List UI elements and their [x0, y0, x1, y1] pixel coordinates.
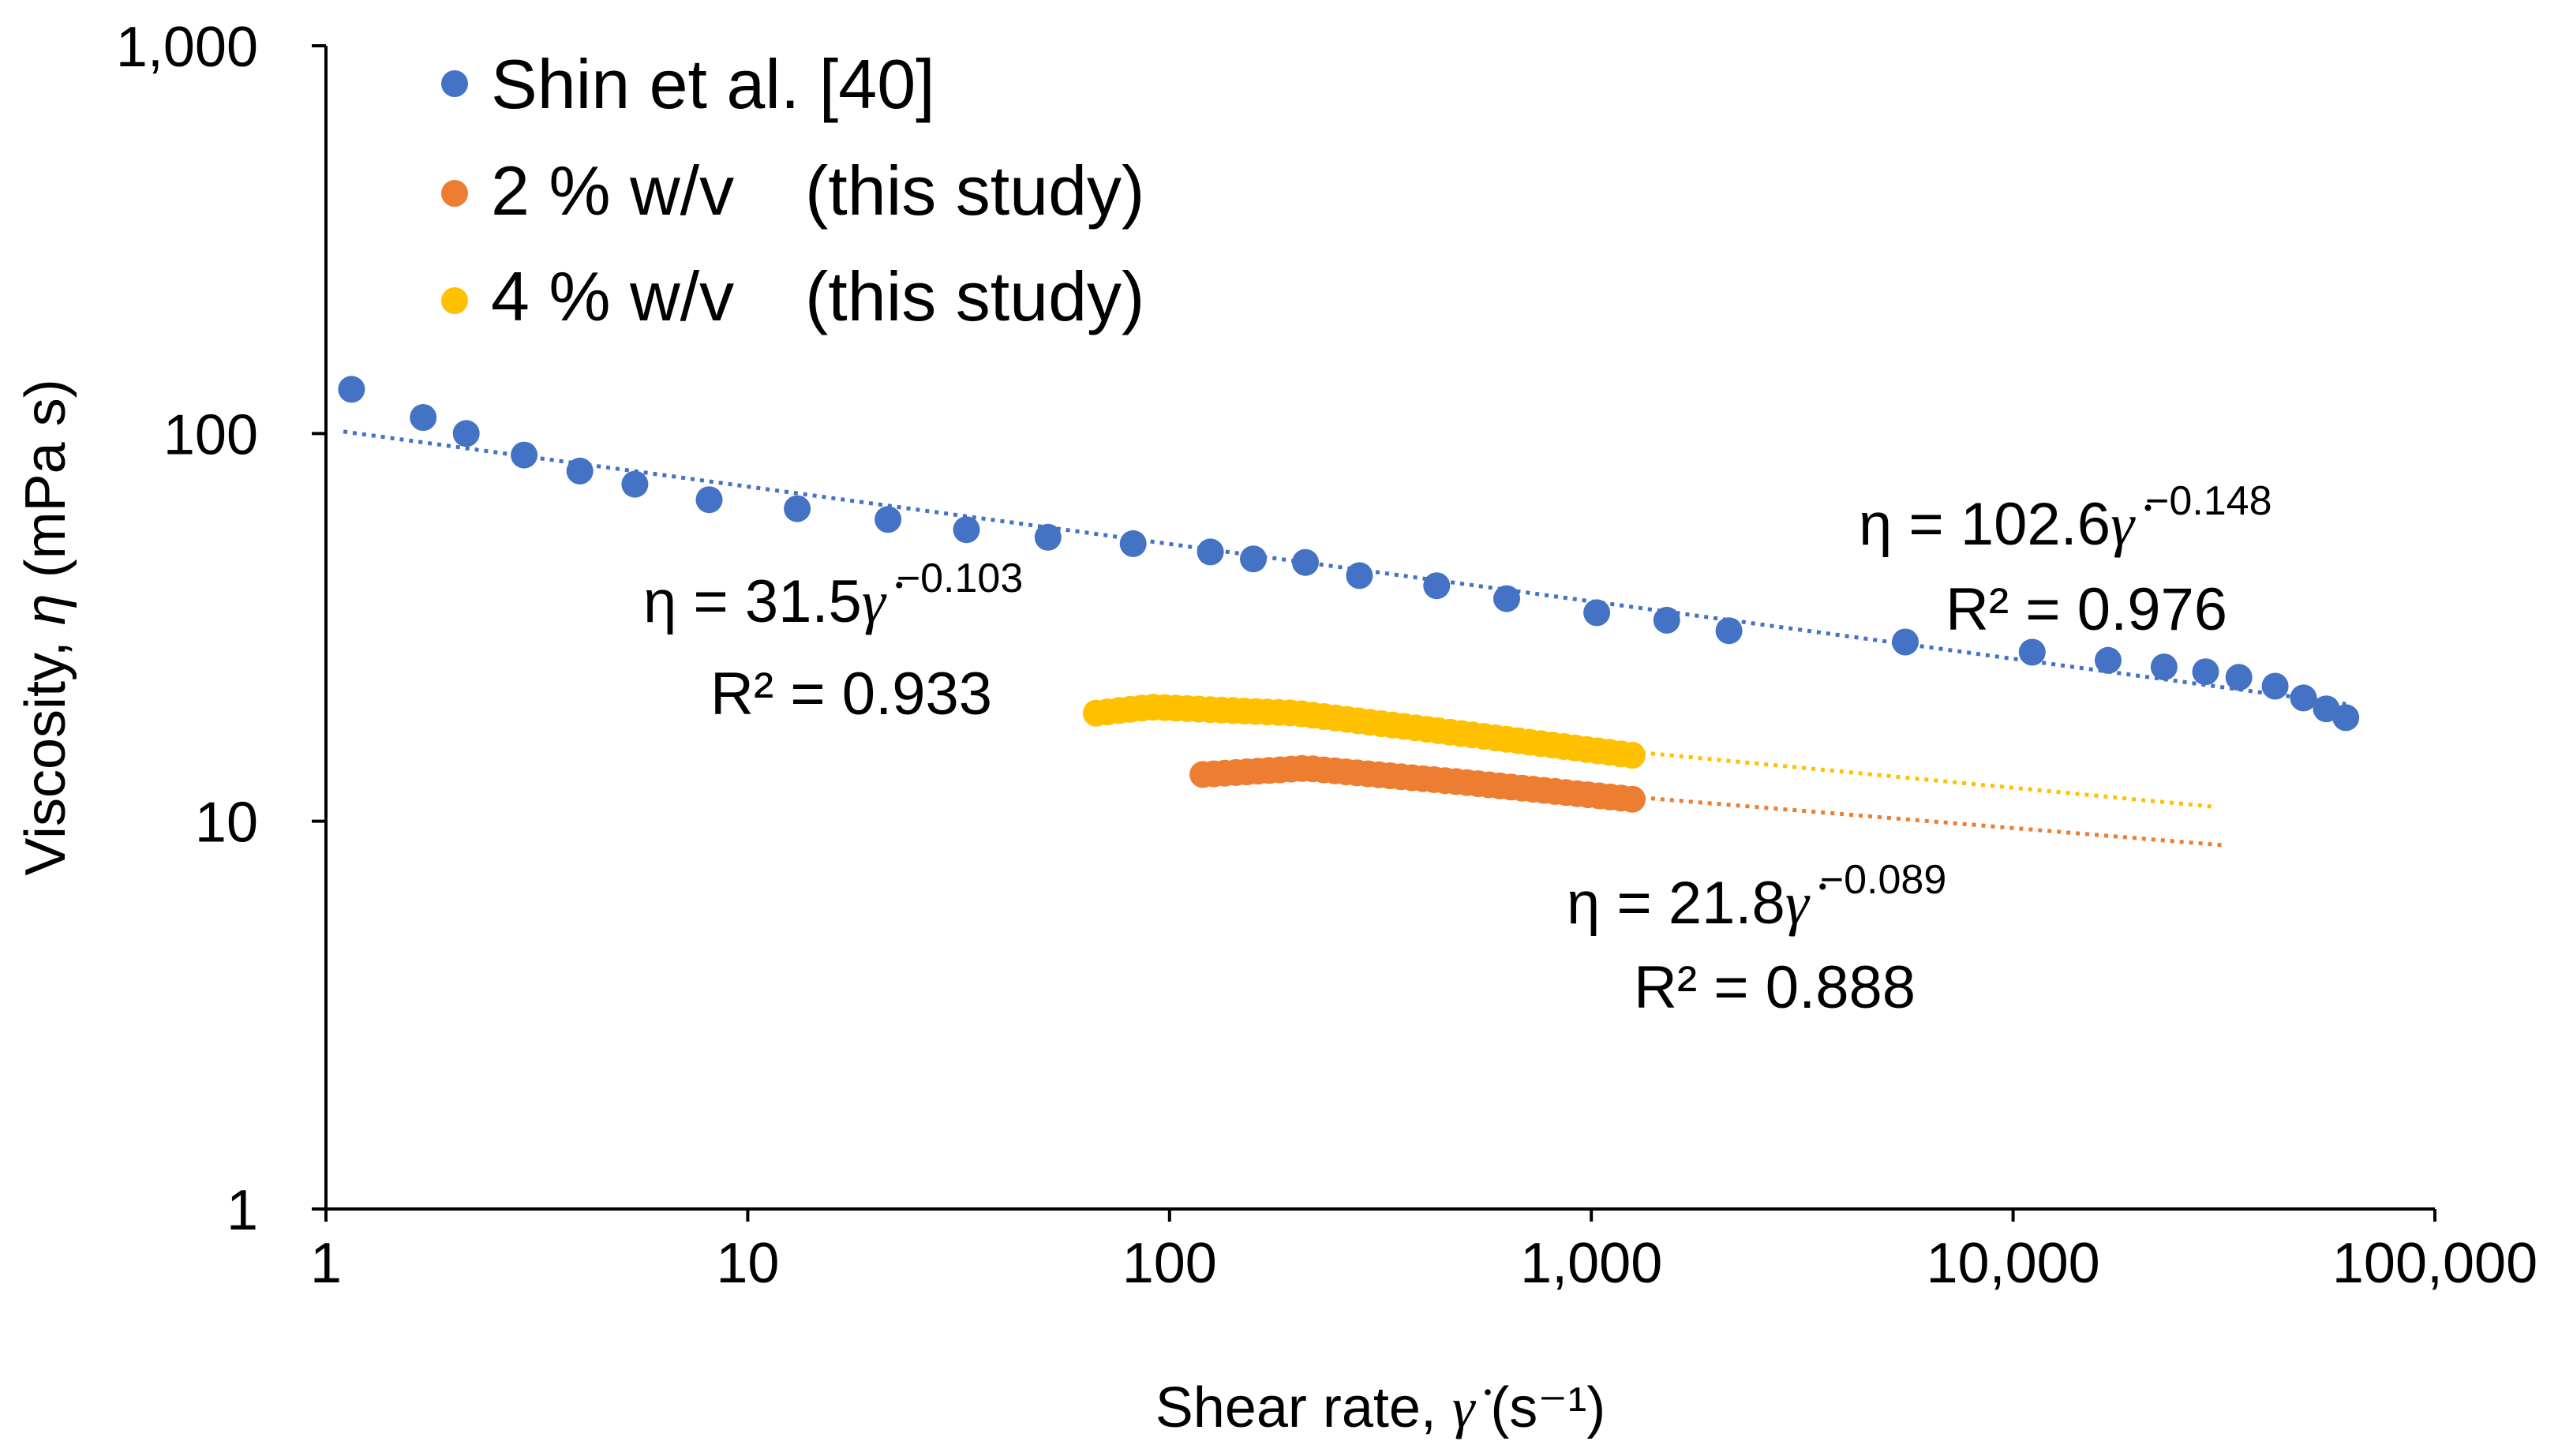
x-axis-title-main: Shear rate,	[1155, 1376, 1452, 1439]
x-tick-label: 100,000	[2332, 1232, 2537, 1295]
fit-annotation-4pct: η = 31.5γ̇ −0.103 R² = 0.933	[643, 556, 1023, 728]
data-point-series-0	[2192, 658, 2219, 686]
x-tick-label: 100	[1122, 1232, 1217, 1295]
data-point-series-0	[1583, 599, 1611, 627]
data-point-series-0	[784, 495, 811, 522]
data-point-series-1	[1619, 785, 1646, 813]
y-axis-title: Viscosity, η (mPa s)	[14, 379, 77, 875]
data-point-series-0	[2261, 672, 2289, 700]
legend-marker-4pct	[441, 287, 468, 314]
fit-r2-4pct: R² = 0.933	[710, 661, 992, 728]
data-point-series-0	[1292, 548, 1319, 576]
fit-r2-shin: R² = 0.976	[1946, 576, 2227, 643]
data-point-series-0	[410, 404, 437, 431]
fit-exp-2pct: −0.089	[1820, 857, 1947, 903]
data-point-series-0	[338, 376, 365, 403]
data-point-series-0	[1346, 562, 1373, 590]
y-axis-title-main: Viscosity,	[14, 625, 77, 875]
data-point-series-0	[1423, 572, 1451, 600]
data-point-series-2	[1619, 742, 1646, 769]
x-tick-label: 1	[310, 1232, 342, 1295]
x-tick-label: 10	[716, 1232, 779, 1295]
fit-line-2	[1631, 750, 2215, 809]
fit-exp-shin: −0.148	[2145, 478, 2272, 524]
fit-annotation-shin: η = 102.6γ̇ −0.148 R² = 0.976	[1859, 478, 2272, 643]
data-point-series-0	[566, 457, 594, 485]
data-point-series-0	[1034, 523, 1062, 551]
data-point-series-0	[1653, 606, 1680, 634]
fit-equation-2pct: η = 21.8γ̇ −0.089	[1567, 857, 1946, 937]
x-axis-title: Shear rate, γ̇ (s⁻¹)	[1155, 1376, 1606, 1439]
data-point-series-0	[1119, 530, 1147, 557]
legend-label-2pct-suffix: (this study)	[805, 152, 1144, 230]
data-point-series-0	[695, 486, 723, 514]
data-points	[338, 376, 2360, 813]
data-point-series-0	[1197, 538, 1224, 566]
legend-label-2pct: 2 % w/v	[491, 152, 734, 230]
axis-ticks: 1 10 100 1,000 10,000 100,000 1 10 100 1,000	[116, 16, 2537, 1295]
fit-annotation-2pct: η = 21.8γ̇ −0.089 R² = 0.888	[1567, 857, 1946, 1021]
data-point-series-0	[1240, 545, 1267, 573]
data-point-series-0	[452, 420, 480, 447]
data-point-series-0	[875, 506, 902, 533]
fit-eq-text-4pct: η = 31.5	[643, 568, 862, 635]
data-point-series-0	[511, 441, 538, 469]
legend-marker-2pct	[441, 180, 468, 207]
y-axis-title-unit: (mPa s)	[14, 379, 77, 593]
data-point-series-0	[2332, 704, 2360, 732]
fit-eq-text-2pct: η = 21.8	[1567, 870, 1785, 937]
legend-label-4pct-suffix: (this study)	[805, 257, 1144, 335]
x-tick-label: 10,000	[1926, 1232, 2099, 1295]
y-axis-title-symbol: η	[14, 593, 77, 625]
data-point-series-0	[1892, 628, 1919, 656]
data-point-series-0	[2018, 638, 2046, 666]
fit-equation-shin: η = 102.6γ̇ −0.148	[1859, 478, 2272, 558]
y-tick-label: 1	[227, 1179, 258, 1242]
legend: Shin et al. [40] 2 % w/v (this study) 4 …	[441, 45, 1144, 335]
data-point-series-0	[2095, 646, 2122, 674]
fit-exp-4pct: −0.103	[897, 556, 1024, 601]
x-axis-title-unit: (s⁻¹)	[1474, 1376, 1605, 1439]
y-tick-label: 1,000	[116, 16, 258, 79]
legend-label-4pct: 4 % w/v	[491, 257, 734, 335]
fit-lines	[343, 429, 2346, 848]
y-tick-label: 10	[195, 792, 258, 855]
data-point-series-0	[2225, 664, 2253, 691]
data-point-series-0	[2290, 684, 2317, 712]
legend-label-shin: Shin et al. [40]	[491, 45, 935, 123]
legend-marker-shin	[441, 70, 468, 97]
y-tick-label: 100	[163, 403, 258, 466]
x-tick-label: 1,000	[1520, 1232, 1662, 1295]
fit-r2-2pct: R² = 0.888	[1634, 954, 1916, 1021]
data-point-series-0	[2150, 653, 2178, 681]
data-point-series-0	[1493, 585, 1520, 612]
axes	[324, 46, 2435, 1211]
data-point-series-0	[953, 516, 980, 544]
data-point-series-0	[1715, 617, 1743, 645]
data-point-series-0	[621, 470, 649, 498]
fit-eq-text-shin: η = 102.6	[1859, 491, 2110, 558]
fit-equation-4pct: η = 31.5γ̇ −0.103	[643, 556, 1023, 635]
